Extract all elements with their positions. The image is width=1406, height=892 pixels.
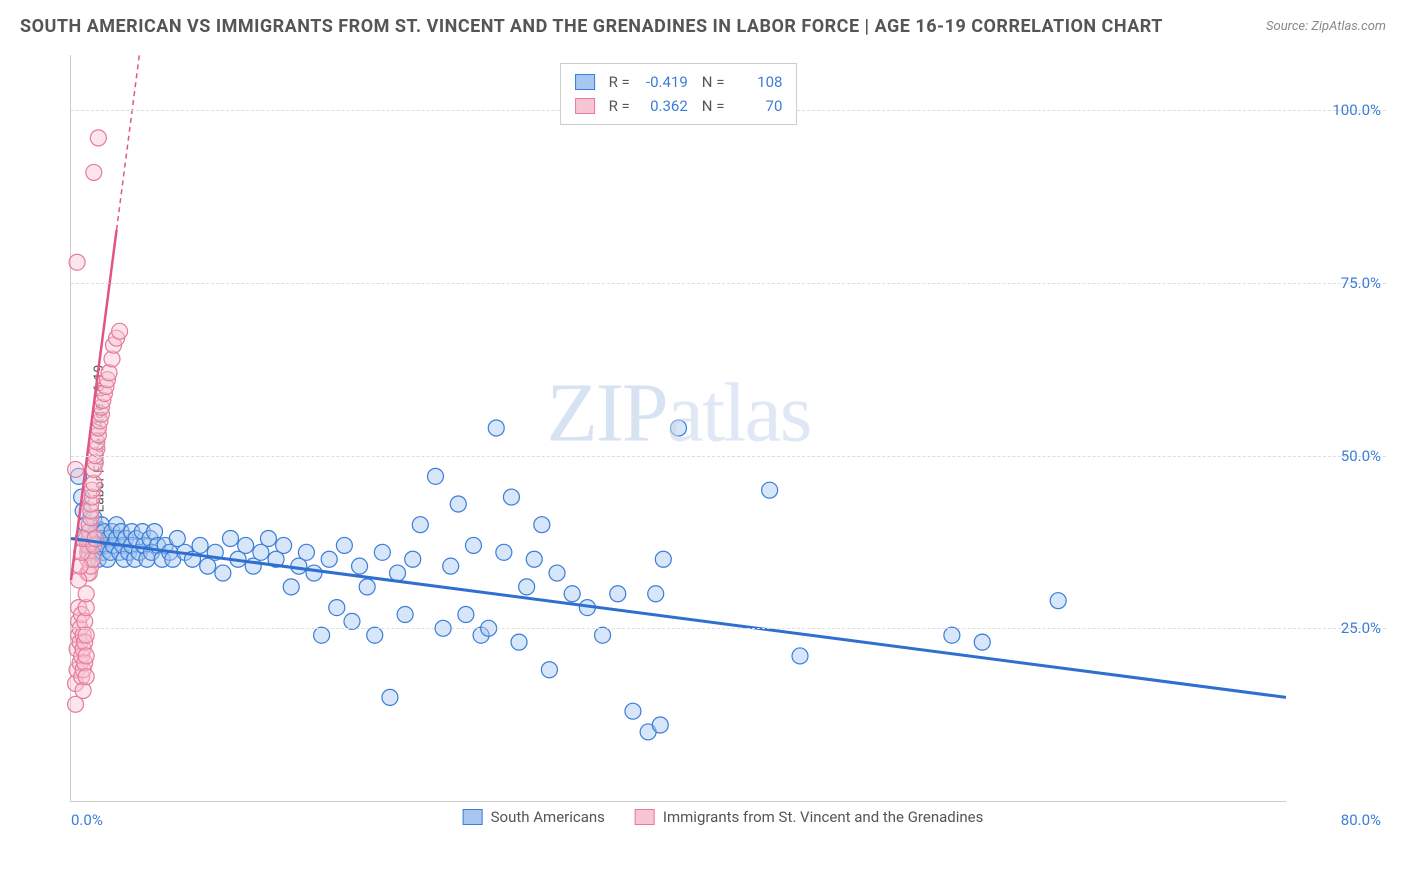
data-point	[276, 537, 292, 553]
gridline	[71, 283, 1386, 284]
data-point	[652, 717, 668, 733]
y-tick: 75.0%	[1291, 274, 1381, 292]
chart-title: SOUTH AMERICAN VS IMMIGRANTS FROM ST. VI…	[20, 16, 1163, 37]
n-label: N =	[702, 70, 725, 94]
data-point	[352, 558, 368, 574]
data-point	[443, 558, 459, 574]
n-value-blue: 108	[734, 70, 782, 94]
data-point	[526, 551, 542, 567]
data-point	[450, 496, 466, 512]
data-point	[147, 524, 163, 540]
data-point	[390, 565, 406, 581]
n-label-2: N =	[702, 94, 725, 118]
r-value-blue: -0.419	[640, 70, 688, 94]
trend-line	[71, 539, 1286, 698]
data-point	[610, 586, 626, 602]
data-point	[488, 420, 504, 436]
data-point	[192, 537, 208, 553]
chart-area: ZIPatlas R = -0.419 N = 108 R = 0.362 N …	[60, 55, 1386, 832]
plot-region: ZIPatlas R = -0.419 N = 108 R = 0.362 N …	[70, 55, 1286, 802]
data-point	[306, 565, 322, 581]
data-point	[412, 517, 428, 533]
data-point	[382, 689, 398, 705]
series-legend: South Americans Immigrants from St. Vinc…	[463, 808, 984, 826]
data-point	[625, 703, 641, 719]
data-point	[503, 489, 519, 505]
data-point	[68, 461, 84, 477]
data-point	[314, 627, 330, 643]
data-point	[655, 551, 671, 567]
data-point	[595, 627, 611, 643]
data-point	[69, 254, 85, 270]
data-point	[405, 551, 421, 567]
data-point	[87, 531, 103, 547]
data-point	[541, 662, 557, 678]
legend-row-pink: R = 0.362 N = 70	[575, 94, 783, 118]
data-point	[283, 579, 299, 595]
data-point	[564, 586, 580, 602]
r-value-pink: 0.362	[640, 94, 688, 118]
legend-item-blue: South Americans	[463, 808, 605, 826]
x-tick-0: 0.0%	[71, 811, 103, 829]
data-point	[944, 627, 960, 643]
data-point	[78, 669, 94, 685]
data-point	[222, 531, 238, 547]
y-tick: 100.0%	[1291, 101, 1381, 119]
n-value-pink: 70	[734, 94, 782, 118]
data-point	[86, 164, 102, 180]
data-point	[260, 531, 276, 547]
data-point	[359, 579, 375, 595]
data-point	[215, 565, 231, 581]
swatch-pink-2	[635, 809, 655, 825]
legend-label-blue: South Americans	[491, 808, 605, 826]
data-point	[458, 607, 474, 623]
gridline	[71, 456, 1386, 457]
data-point	[465, 537, 481, 553]
data-point	[112, 323, 128, 339]
data-point	[1050, 593, 1066, 609]
data-point	[534, 517, 550, 533]
r-label-2: R =	[609, 94, 630, 118]
correlation-legend: R = -0.419 N = 108 R = 0.362 N = 70	[560, 63, 798, 125]
plot-svg	[71, 55, 1286, 801]
data-point	[238, 537, 254, 553]
data-point	[496, 544, 512, 560]
data-point	[792, 648, 808, 664]
legend-row-blue: R = -0.419 N = 108	[575, 70, 783, 94]
data-point	[336, 537, 352, 553]
x-tick-80: 80.0%	[1291, 811, 1381, 829]
data-point	[329, 600, 345, 616]
data-point	[321, 551, 337, 567]
swatch-blue	[575, 74, 595, 90]
y-tick: 25.0%	[1291, 619, 1381, 637]
trend-line-dashed	[117, 55, 140, 230]
data-point	[75, 682, 91, 698]
data-point	[90, 130, 106, 146]
data-point	[101, 365, 117, 381]
data-point	[671, 420, 687, 436]
data-point	[344, 613, 360, 629]
data-point	[367, 627, 383, 643]
data-point	[78, 627, 94, 643]
gridline	[71, 628, 1386, 629]
data-point	[648, 586, 664, 602]
data-point	[397, 607, 413, 623]
data-point	[374, 544, 390, 560]
data-point	[549, 565, 565, 581]
data-point	[428, 468, 444, 484]
data-point	[78, 648, 94, 664]
legend-item-pink: Immigrants from St. Vincent and the Gren…	[635, 808, 983, 826]
y-tick: 50.0%	[1291, 447, 1381, 465]
data-point	[519, 579, 535, 595]
data-point	[974, 634, 990, 650]
data-point	[298, 544, 314, 560]
source-label: Source: ZipAtlas.com	[1266, 19, 1386, 34]
data-point	[762, 482, 778, 498]
data-point	[511, 634, 527, 650]
swatch-pink	[575, 98, 595, 114]
swatch-blue-2	[463, 809, 483, 825]
legend-label-pink: Immigrants from St. Vincent and the Gren…	[663, 808, 983, 826]
r-label: R =	[609, 70, 630, 94]
